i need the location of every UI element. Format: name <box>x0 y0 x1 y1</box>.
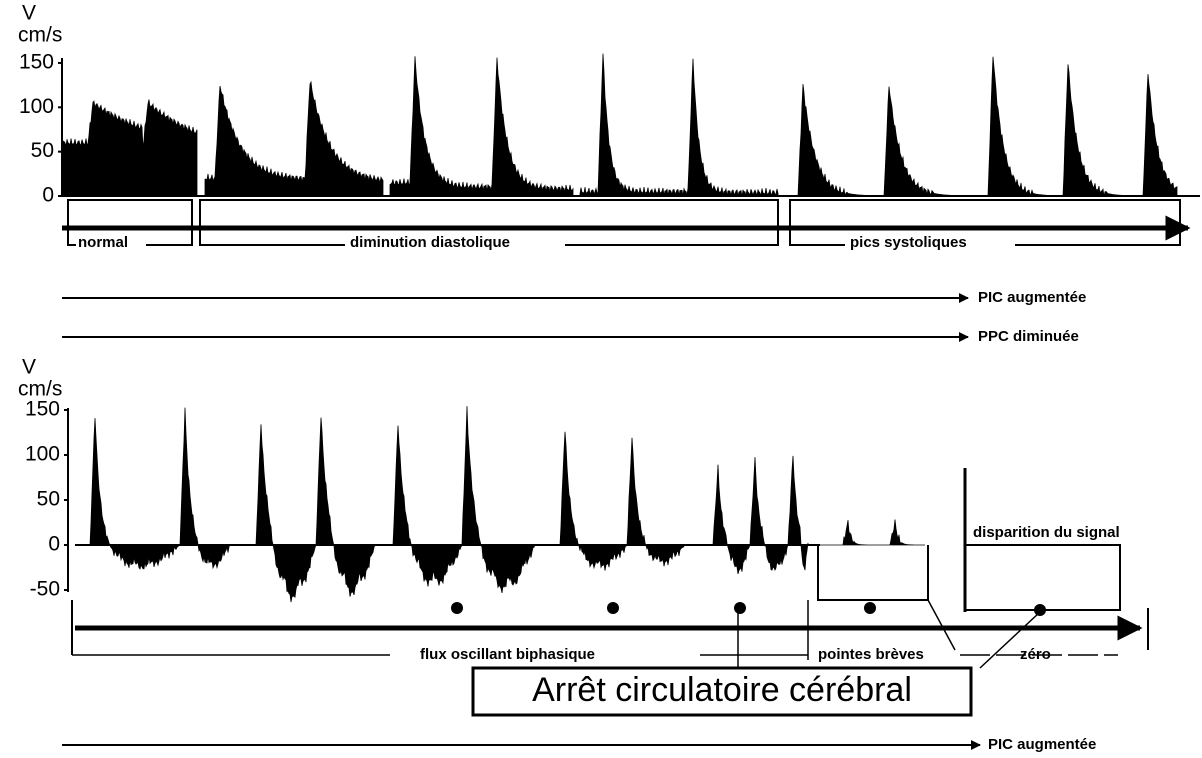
phase-label: zéro <box>1020 646 1051 663</box>
waveform <box>793 57 1177 197</box>
dot <box>1034 604 1046 616</box>
phase-label: pointes brèves <box>818 646 924 663</box>
arrow-label: PPC diminuée <box>978 328 1079 345</box>
axis-label: V <box>22 356 36 379</box>
tick-label: 150 <box>25 398 60 421</box>
signal-box <box>965 545 1120 610</box>
waveform <box>245 418 375 602</box>
banner: Arrêt circulatoire cérébral <box>532 671 912 709</box>
waveform <box>815 520 925 545</box>
signal-box <box>818 545 928 600</box>
phase-label: pics systoliques <box>850 234 967 251</box>
axis-label: V <box>22 2 36 25</box>
axis-label: cm/s <box>18 24 62 47</box>
waveform <box>383 406 535 593</box>
tick-label: 50 <box>31 139 54 162</box>
arrow-label: PIC augmentée <box>978 289 1086 306</box>
waveform <box>543 432 685 571</box>
dot <box>607 602 619 614</box>
tick-label: 50 <box>37 488 60 511</box>
tick-label: 100 <box>25 443 60 466</box>
phase-label: diminution diastolique <box>350 234 510 251</box>
waveform <box>62 100 197 197</box>
arrow-label: PIC augmentée <box>988 736 1096 753</box>
phase-label: flux oscillant biphasique <box>420 646 595 663</box>
tick-label: 100 <box>19 95 54 118</box>
waveform <box>580 54 778 197</box>
waveform <box>390 56 573 196</box>
waveform <box>205 82 383 196</box>
tick-label: 150 <box>19 50 54 73</box>
dots <box>451 602 1046 616</box>
phase-label: normal <box>78 234 128 251</box>
signal-label: disparition du signal <box>973 524 1120 541</box>
diagram: V cm/s normal diminution diastolique pic… <box>0 0 1202 758</box>
waveforms <box>75 406 925 602</box>
connector <box>928 600 955 650</box>
tick-label: -50 <box>30 578 60 601</box>
dot <box>864 602 876 614</box>
waveform <box>697 456 808 574</box>
tick-label: 0 <box>48 533 60 556</box>
tick-label: 0 <box>42 184 54 207</box>
dot <box>734 602 746 614</box>
waveforms <box>62 54 1177 197</box>
dot <box>451 602 463 614</box>
